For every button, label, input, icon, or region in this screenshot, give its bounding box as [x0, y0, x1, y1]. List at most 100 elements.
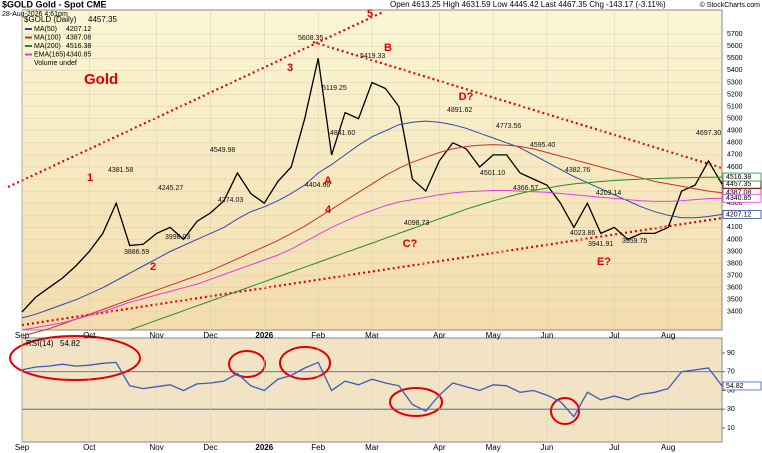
price-label: 4381.58 — [108, 167, 133, 174]
price-label: 3886.59 — [124, 249, 149, 256]
price-label: 5119.25 — [322, 85, 347, 92]
y-tick-label: 4600 — [727, 164, 743, 171]
highlight — [9, 335, 141, 381]
highlight — [279, 346, 331, 380]
x-tick-label: May — [486, 443, 501, 452]
series-line — [21, 361, 723, 418]
y-tick-label: 90 — [727, 350, 735, 357]
series-line — [21, 144, 723, 337]
legend-value: 4387.08 — [66, 34, 91, 41]
y-tick-label: 5000 — [727, 116, 743, 123]
wave-label: 2 — [150, 261, 156, 273]
legend-title: $GOLD (Daily) — [24, 15, 77, 24]
price-label: 4549.98 — [210, 147, 235, 154]
wave-label: C? — [403, 238, 418, 250]
y-tick-label: 50 — [727, 387, 735, 394]
series-line — [21, 58, 723, 313]
legend-name: EMA(165) — [34, 51, 66, 58]
symbol: $GOLD Gold - Spot CME — [2, 0, 107, 9]
y-tick-label: 70 — [727, 369, 735, 376]
date: 28-Aug-2026 4:61pm — [2, 11, 68, 18]
credit: © StockCharts.com — [700, 1, 761, 9]
x-tick-label: 2026 — [255, 331, 273, 340]
price-label: 5608.35 — [298, 35, 323, 42]
y-tick-label: 3600 — [727, 285, 743, 292]
series-line — [21, 120, 723, 319]
x-tick-label: Nov — [149, 443, 163, 452]
highlight — [550, 397, 580, 425]
highlight — [389, 387, 443, 417]
price-label: 4841.60 — [330, 130, 355, 137]
trendlines — [7, 11, 723, 327]
last-value: 4516.38 — [726, 174, 751, 181]
last-value: 4207.12 — [726, 211, 751, 218]
price-label: 5419.33 — [360, 53, 385, 60]
trendline — [7, 11, 384, 188]
y-tick-label: 3700 — [727, 273, 743, 280]
y-tick-label: 5300 — [727, 79, 743, 86]
wave-label: 4 — [325, 204, 332, 216]
y-tick-label: 4800 — [727, 140, 743, 147]
y-tick-label: 30 — [727, 406, 735, 413]
y-tick-label: 4700 — [727, 152, 743, 159]
price-label: 4404.66 — [305, 182, 330, 189]
x-tick-label: Apr — [433, 443, 446, 452]
price-label: 4274.03 — [218, 197, 243, 204]
x-tick-label: Dec — [203, 443, 217, 452]
chart-label: Gold — [84, 71, 118, 88]
x-tick-label: May — [486, 331, 501, 340]
series-line — [129, 176, 723, 331]
wave-label: 5 — [367, 8, 373, 20]
x-tick-label: 2026 — [255, 443, 273, 452]
x-tick-label: Feb — [311, 443, 325, 452]
price-label: 4023.86 — [570, 230, 595, 237]
price-label: 4773.56 — [496, 123, 521, 130]
legend-value: 4516.38 — [66, 43, 91, 50]
y-tick-label: 5700 — [727, 31, 743, 38]
price-label: 4891.62 — [447, 107, 472, 114]
y-tick-label: 4100 — [727, 224, 743, 231]
rsi-legend: RSI(14) — [26, 339, 54, 348]
price-label: 4366.57 — [513, 185, 538, 192]
wave-label: A — [324, 175, 332, 187]
price-label: 4697.30 — [696, 130, 721, 137]
x-tick-label: Mar — [365, 443, 379, 452]
trendline — [21, 216, 723, 327]
price-label: 3941.91 — [588, 241, 613, 248]
y-tick-label: 5500 — [727, 55, 743, 62]
x-tick-label: Jun — [541, 443, 554, 452]
x-tick-label: Apr — [433, 331, 446, 340]
price-label: 4203.14 — [596, 190, 621, 197]
wave-label: D? — [459, 91, 474, 103]
last-value: 4340.85 — [726, 195, 751, 202]
last-value-box — [722, 193, 762, 203]
last-value: 4457.35 — [726, 181, 751, 188]
quote: Open 4613.25 High 4631.59 Low 4445.42 La… — [390, 0, 666, 9]
x-tick-label: Jul — [609, 331, 619, 340]
series-line — [21, 190, 723, 331]
x-tick-label: Nov — [149, 331, 163, 340]
wave-label: B — [384, 42, 392, 54]
legend-volume: Volume undef — [34, 60, 77, 67]
price-label: 4245.27 — [158, 185, 183, 192]
y-tick-label: 3400 — [727, 309, 743, 316]
x-tick-label: Jul — [609, 443, 619, 452]
y-tick-label: 3900 — [727, 248, 743, 255]
x-tick-label: Dec — [203, 331, 217, 340]
y-tick-label: 5600 — [727, 43, 743, 50]
price-label: 3959.75 — [622, 238, 647, 245]
last-value: 54.82 — [726, 383, 744, 390]
x-tick-label: Feb — [311, 331, 325, 340]
wave-label: E? — [597, 256, 611, 268]
legend-name: MA(200) — [34, 43, 61, 50]
y-tick-label: 4900 — [727, 128, 743, 135]
legend-value: 4457.35 — [88, 15, 117, 24]
y-tick-label: 3500 — [727, 297, 743, 304]
wave-label: 1 — [87, 172, 93, 184]
y-tick-label: 5100 — [727, 103, 743, 110]
highlights — [9, 335, 580, 425]
price-label: 4501.10 — [480, 170, 505, 177]
y-tick-label: 3800 — [727, 260, 743, 267]
price-label: 4098.73 — [404, 220, 429, 227]
